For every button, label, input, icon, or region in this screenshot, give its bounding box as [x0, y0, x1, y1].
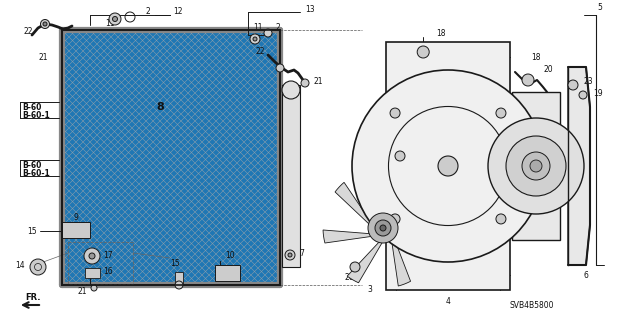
Text: B-60: B-60 — [22, 160, 42, 169]
Circle shape — [417, 46, 429, 58]
Circle shape — [488, 118, 584, 214]
Circle shape — [388, 107, 508, 226]
Text: 3: 3 — [367, 286, 372, 294]
Text: 21: 21 — [313, 78, 323, 86]
Text: B-60-1: B-60-1 — [22, 110, 50, 120]
Text: 10: 10 — [225, 251, 235, 261]
Text: 8: 8 — [156, 101, 164, 112]
Circle shape — [285, 250, 295, 260]
Circle shape — [250, 34, 260, 44]
Bar — [62, 30, 280, 285]
Circle shape — [350, 262, 360, 272]
Text: 6: 6 — [584, 271, 588, 279]
Polygon shape — [391, 235, 411, 286]
Text: B-60-1: B-60-1 — [22, 168, 50, 177]
Text: 7: 7 — [300, 249, 305, 258]
Text: 18: 18 — [531, 53, 541, 62]
Text: 2: 2 — [146, 8, 150, 17]
Text: 14: 14 — [15, 262, 25, 271]
Bar — [282, 85, 300, 267]
Circle shape — [530, 160, 542, 172]
Polygon shape — [323, 230, 374, 243]
Text: 23: 23 — [583, 77, 593, 85]
Circle shape — [390, 108, 400, 118]
Circle shape — [522, 74, 534, 86]
Circle shape — [390, 214, 400, 224]
Circle shape — [568, 80, 578, 90]
Circle shape — [175, 281, 183, 289]
Circle shape — [113, 17, 118, 21]
Circle shape — [40, 19, 49, 28]
Text: 9: 9 — [74, 213, 79, 222]
Text: 11: 11 — [253, 24, 263, 33]
Circle shape — [282, 81, 300, 99]
Text: 11: 11 — [105, 19, 115, 28]
Text: FR.: FR. — [25, 293, 41, 302]
Text: 21: 21 — [77, 287, 87, 296]
Text: 15: 15 — [27, 226, 37, 235]
Bar — [62, 30, 280, 285]
Circle shape — [109, 13, 121, 25]
Text: 5: 5 — [598, 4, 602, 12]
Text: 4: 4 — [445, 298, 451, 307]
Polygon shape — [377, 168, 394, 218]
Circle shape — [375, 220, 391, 236]
Text: 17: 17 — [103, 250, 113, 259]
Text: 20: 20 — [543, 65, 553, 75]
Bar — [62, 30, 280, 285]
Circle shape — [368, 213, 398, 243]
Circle shape — [30, 259, 46, 275]
Circle shape — [496, 108, 506, 118]
Text: 18: 18 — [436, 29, 446, 39]
Bar — [386, 42, 510, 290]
Circle shape — [89, 253, 95, 259]
Circle shape — [522, 152, 550, 180]
Circle shape — [276, 64, 284, 72]
Text: 21: 21 — [38, 53, 48, 62]
Circle shape — [288, 253, 292, 257]
Text: 19: 19 — [373, 150, 383, 159]
Bar — [62, 30, 280, 285]
Text: SVB4B5800: SVB4B5800 — [510, 300, 554, 309]
Text: 12: 12 — [173, 8, 183, 17]
Bar — [62, 222, 90, 238]
Circle shape — [352, 70, 544, 262]
Polygon shape — [335, 182, 372, 226]
Circle shape — [579, 91, 587, 99]
Circle shape — [91, 285, 97, 291]
Polygon shape — [568, 67, 590, 265]
Text: 15: 15 — [170, 259, 180, 269]
Bar — [175, 272, 183, 284]
Bar — [85, 268, 100, 278]
Bar — [512, 92, 560, 240]
Polygon shape — [388, 189, 436, 218]
Text: 13: 13 — [305, 5, 315, 14]
Polygon shape — [347, 240, 384, 283]
Text: 2: 2 — [276, 24, 280, 33]
Bar — [215, 265, 240, 281]
Circle shape — [438, 156, 458, 176]
Circle shape — [301, 79, 309, 87]
Polygon shape — [394, 225, 442, 252]
Text: B-60: B-60 — [22, 102, 42, 112]
Text: 16: 16 — [103, 268, 113, 277]
Text: 20: 20 — [344, 273, 354, 283]
Circle shape — [506, 136, 566, 196]
Circle shape — [264, 29, 272, 37]
Circle shape — [43, 22, 47, 26]
Text: 19: 19 — [593, 88, 603, 98]
Bar — [68, 242, 133, 284]
Circle shape — [380, 225, 386, 231]
Circle shape — [395, 151, 405, 161]
Text: 22: 22 — [23, 27, 33, 36]
Text: 22: 22 — [255, 48, 265, 56]
Circle shape — [496, 214, 506, 224]
Circle shape — [253, 37, 257, 41]
Circle shape — [84, 248, 100, 264]
